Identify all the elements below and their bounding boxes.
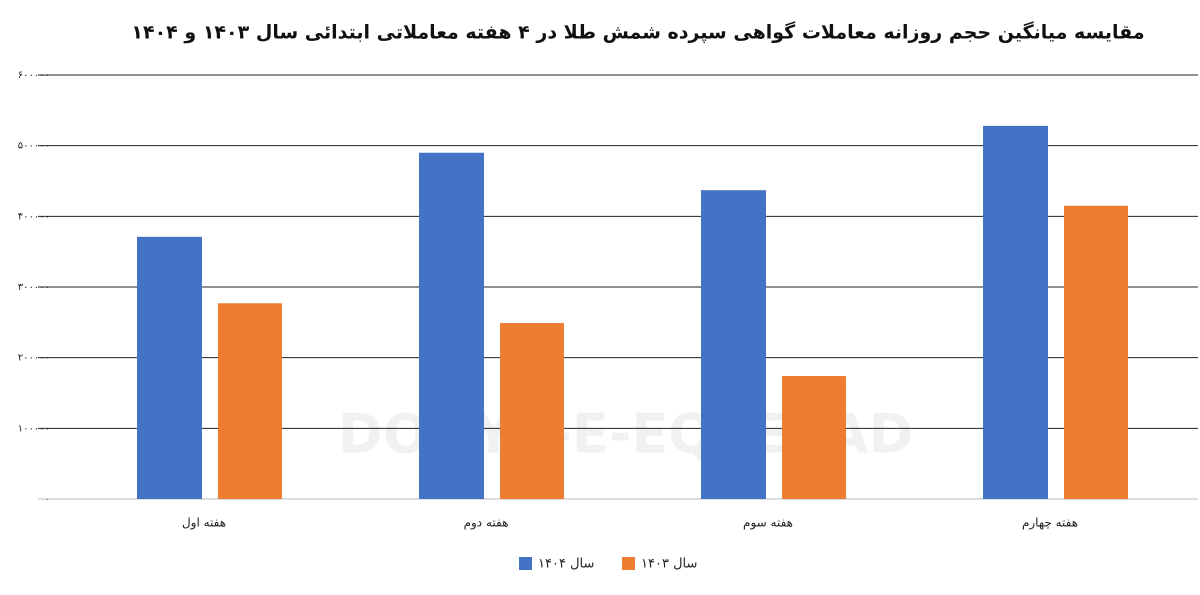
y-tick-label: ۵۰۰۰۰۰ bbox=[18, 141, 50, 152]
y-tick-label: ۲۰۰۰۰۰ bbox=[18, 353, 50, 364]
x-tick-label: هفته دوم bbox=[464, 516, 509, 531]
x-tick-label: هفته اول bbox=[182, 516, 226, 531]
chart-title: مقایسه میانگین حجم روزانه معاملات گواهی … bbox=[131, 21, 1144, 44]
y-tick-label: ۱۰۰۰۰۰ bbox=[18, 423, 50, 434]
legend-swatch bbox=[622, 557, 635, 570]
bar bbox=[782, 376, 846, 499]
bar bbox=[1064, 205, 1128, 499]
bar bbox=[500, 323, 564, 499]
y-tick-label: ۶۰۰۰۰۰ bbox=[18, 70, 50, 81]
x-tick-label: هفته چهارم bbox=[1022, 516, 1078, 531]
bar bbox=[419, 152, 484, 499]
bar bbox=[218, 303, 282, 499]
legend-swatch bbox=[519, 557, 532, 570]
bar bbox=[701, 190, 766, 500]
bar bbox=[137, 236, 202, 499]
legend-label: سال ۱۴۰۳ bbox=[641, 557, 697, 572]
y-tick-label: ۳۰۰۰۰۰ bbox=[18, 282, 50, 293]
y-tick-label: ۴۰۰۰۰۰ bbox=[18, 211, 50, 222]
legend-label: سال ۱۴۰۴ bbox=[538, 557, 594, 572]
x-tick-label: هفته سوم bbox=[743, 516, 793, 531]
bar bbox=[983, 125, 1048, 499]
